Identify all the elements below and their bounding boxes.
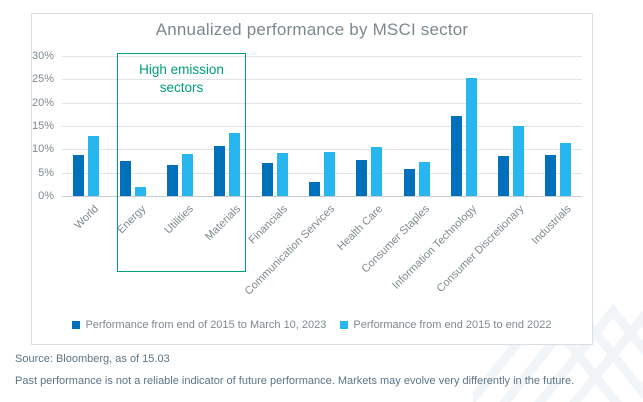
high-emission-label: High emission sectors — [139, 62, 224, 95]
legend-item-2023: Performance from end of 2015 to March 10… — [72, 319, 326, 331]
disclaimer-note: Past performance is not a reliable indic… — [15, 375, 575, 387]
plot-area — [62, 56, 582, 197]
gridline — [62, 149, 582, 151]
gridline — [62, 79, 582, 81]
chart-title: Annualized performance by MSCI sector — [155, 20, 469, 39]
bar-information-technology-series-0 — [450, 115, 462, 196]
x-axis-label: Financials — [246, 203, 291, 247]
y-axis-tick-label: 15% — [31, 120, 54, 132]
bar-consumer-staples-series-0 — [403, 169, 415, 196]
x-axis-label: Information Technology — [390, 203, 480, 292]
x-axis-label: Industrials — [529, 203, 574, 247]
bar-communication-services-series-1 — [324, 151, 335, 196]
bar-consumer-staples-series-1 — [418, 162, 430, 196]
bar-consumer-discretionary-series-0 — [498, 156, 510, 196]
bar-materials-series-0 — [214, 146, 226, 196]
bar-industrials-series-0 — [545, 154, 557, 196]
bar-energy-series-0 — [119, 161, 131, 196]
x-axis-label: Consumer Discretionary — [434, 203, 527, 295]
high-emission-box: High emission sectors — [117, 53, 246, 272]
y-axis-tick-label: 5% — [38, 166, 54, 179]
gridline — [62, 102, 582, 104]
x-axis-label: Health Care — [334, 203, 385, 253]
y-axis-tick-label: 20% — [31, 96, 54, 109]
bar-materials-series-1 — [229, 133, 241, 196]
gridline — [62, 126, 582, 127]
bar-world-series-0 — [72, 155, 84, 196]
gridline — [62, 172, 582, 174]
y-axis-tick-label: 30% — [31, 50, 54, 62]
y-axis-tick-label: 0% — [38, 190, 54, 202]
legend-swatch-light-blue — [340, 321, 349, 329]
x-axis-label: Communication Services — [242, 203, 338, 298]
legend-label-2022: Performance from end 2015 to end 2022 — [353, 319, 552, 331]
bar-financials-series-1 — [276, 152, 288, 196]
gridline — [62, 56, 582, 57]
x-axis-label: World — [72, 203, 102, 232]
legend-label-2023: Performance from end of 2015 to March 10… — [85, 319, 327, 331]
bar-health-care-series-0 — [356, 159, 368, 196]
bar-world-series-1 — [87, 135, 99, 196]
y-axis: 0% 5% 10% 15% 20% 25% 30% — [14, 50, 58, 202]
bar-energy-series-1 — [134, 186, 146, 196]
bar-health-care-series-1 — [371, 147, 383, 196]
bar-communication-services-series-0 — [309, 182, 320, 196]
bar-information-technology-series-1 — [465, 77, 477, 196]
bar-utilities-series-1 — [182, 154, 194, 196]
legend-swatch-dark-blue — [72, 321, 81, 329]
source-note: Source: Bloomberg, as of 15.03 — [15, 353, 170, 365]
legend: Performance from end of 2015 to March 10… — [31, 316, 593, 334]
legend-item-2022: Performance from end 2015 to end 2022 — [340, 319, 552, 331]
x-axis-line — [62, 196, 582, 197]
bar-consumer-discretionary-series-1 — [513, 125, 525, 196]
y-axis-tick-label: 10% — [31, 143, 54, 156]
bar-utilities-series-0 — [167, 165, 179, 196]
y-axis-tick-label: 25% — [31, 73, 54, 86]
bar-financials-series-0 — [261, 162, 273, 196]
bar-industrials-series-1 — [560, 142, 572, 196]
